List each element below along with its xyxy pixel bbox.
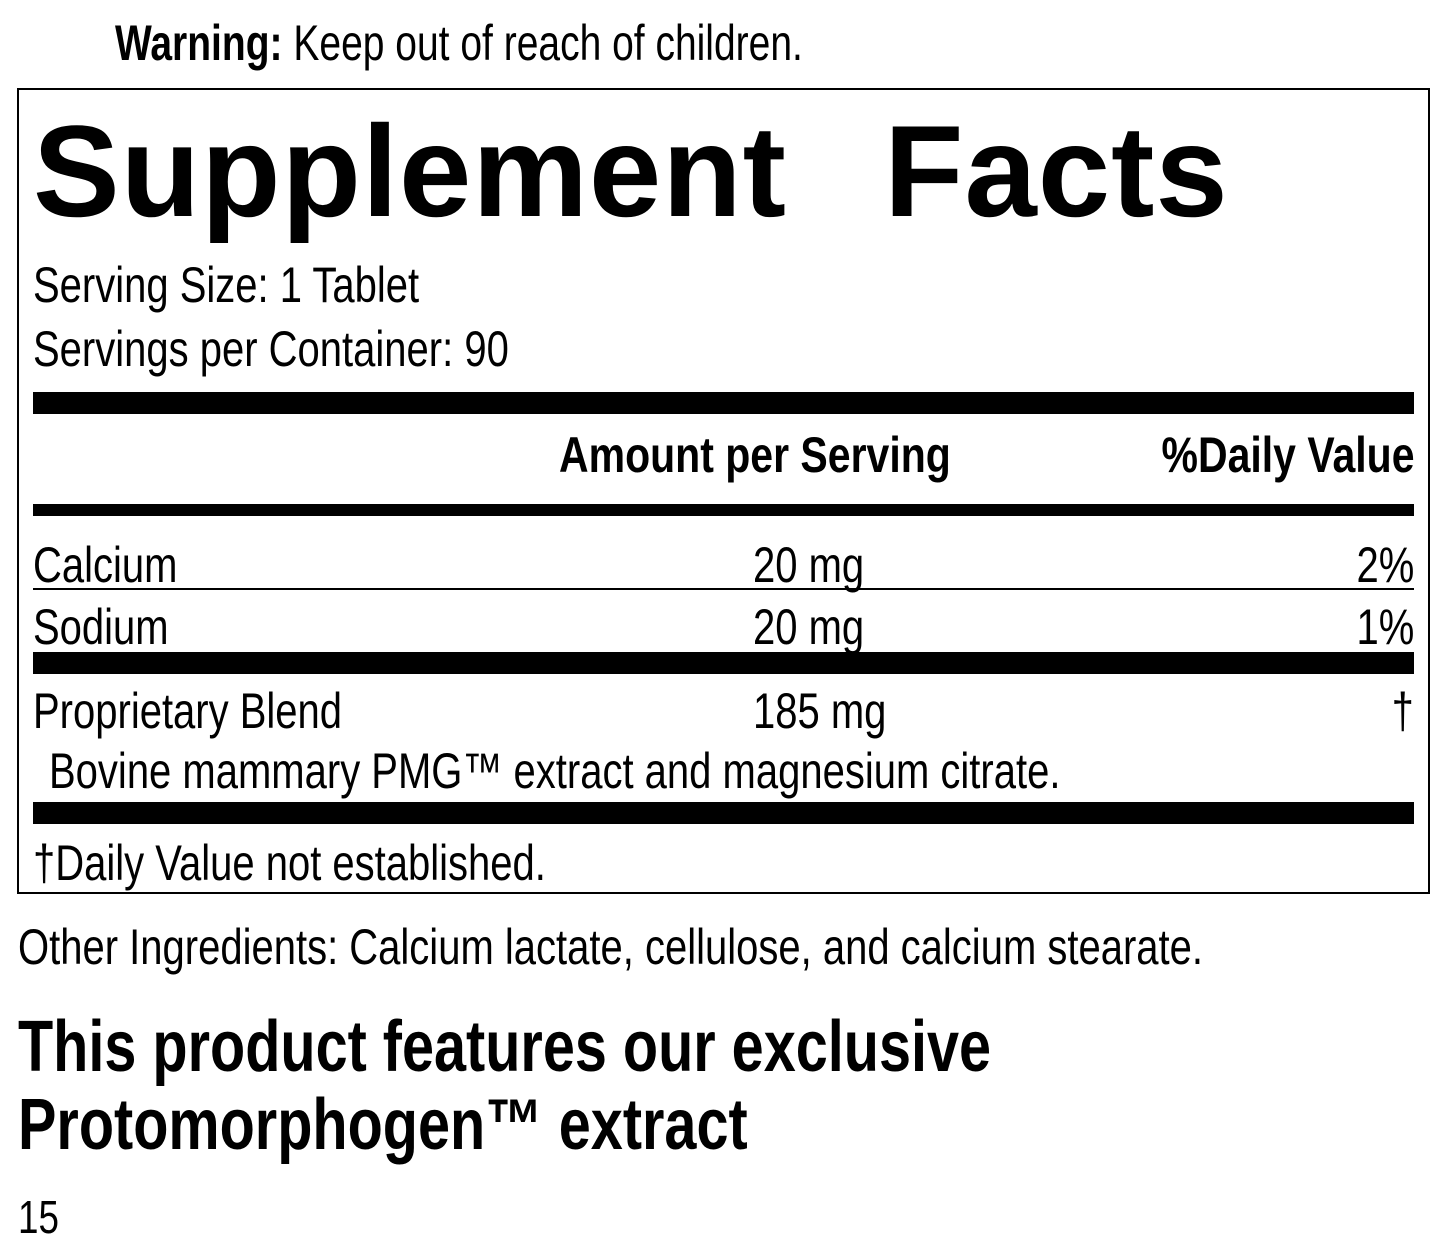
warning-text: Keep out of reach of children.	[282, 15, 803, 71]
divider	[33, 802, 1414, 824]
divider	[33, 588, 1414, 590]
divider	[33, 504, 1414, 516]
header-amount: Amount per Serving	[559, 427, 951, 483]
feature-line: Protomorphogen™ extract	[18, 1085, 748, 1165]
feature-line: This product features our exclusive	[18, 1007, 992, 1087]
footnote: †Daily Value not established.	[33, 835, 546, 891]
divider	[33, 652, 1414, 674]
row-dv: †	[1391, 683, 1414, 739]
servings-per-container: Servings per Container: 90	[33, 321, 509, 377]
divider	[33, 392, 1414, 414]
row-name: Calcium	[33, 537, 178, 593]
feature-heading: This product features our exclusive Proto…	[18, 1008, 991, 1164]
row-amount: 20 mg	[753, 537, 865, 593]
warning: Warning: Keep out of reach of children.	[115, 14, 803, 72]
warning-label: Warning:	[115, 15, 283, 71]
blend-detail: Bovine mammary PMG™ extract and magnesiu…	[49, 743, 1061, 799]
page-number: 15	[18, 1191, 59, 1243]
header-daily-value: %Daily Value	[1161, 427, 1414, 483]
row-amount: 20 mg	[753, 599, 865, 655]
row-dv: 2%	[1356, 537, 1414, 593]
serving-size: Serving Size: 1 Tablet	[33, 257, 420, 313]
row-name: Sodium	[33, 599, 169, 655]
other-ingredients: Other Ingredients: Calcium lactate, cell…	[18, 919, 1204, 975]
row-name: Proprietary Blend	[33, 683, 343, 739]
panel-title: Supplement Facts	[33, 98, 1229, 244]
row-dv: 1%	[1356, 599, 1414, 655]
row-amount: 185 mg	[753, 683, 887, 739]
supplement-facts-panel: Supplement Facts Serving Size: 1 Tablet …	[17, 88, 1430, 894]
